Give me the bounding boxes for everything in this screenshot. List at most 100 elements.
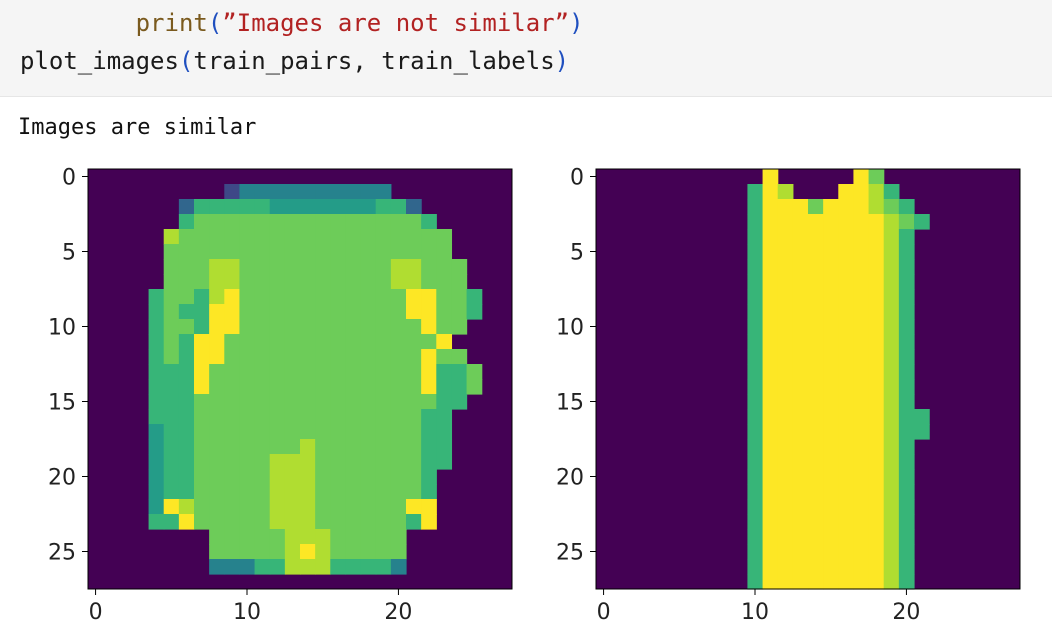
heatmap-cell xyxy=(406,214,422,230)
heatmap-cell xyxy=(883,379,900,395)
heatmap-cell xyxy=(224,184,241,200)
heatmap-cell xyxy=(823,379,839,395)
heatmap-cell xyxy=(466,304,483,320)
heatmap-cell xyxy=(345,409,362,425)
heatmap-cell xyxy=(375,454,392,470)
heatmap-cell xyxy=(178,319,195,335)
y-tick-label: 5 xyxy=(570,241,584,266)
heatmap-cell xyxy=(224,514,241,530)
heatmap-cell xyxy=(898,349,915,365)
heatmap-cell xyxy=(823,469,839,485)
heatmap-cell xyxy=(345,259,362,275)
heatmap-cell xyxy=(421,229,437,245)
heatmap-cell xyxy=(209,244,225,260)
heatmap-cell xyxy=(898,319,915,335)
y-tick-label: 0 xyxy=(62,166,76,191)
heatmap-cell xyxy=(163,439,180,455)
heatmap-cell xyxy=(345,304,362,320)
heatmap-cell xyxy=(406,514,422,530)
heatmap-cell xyxy=(330,439,347,455)
heatmap-cell xyxy=(808,229,824,245)
heatmap-cell xyxy=(823,364,839,380)
heatmap-cell xyxy=(194,409,210,425)
heatmap-cell xyxy=(421,364,437,380)
heatmap-cell xyxy=(898,214,915,230)
heatmap-cell xyxy=(747,199,764,215)
heatmap-cell xyxy=(883,199,900,215)
heatmap-cell xyxy=(330,259,347,275)
heatmap-cell xyxy=(375,319,392,335)
heatmap-cell xyxy=(436,334,453,350)
heatmap-cell xyxy=(239,484,256,500)
heatmap-cell xyxy=(853,349,870,365)
heatmap-cell xyxy=(777,289,794,305)
heatmap-cell xyxy=(853,274,870,290)
heatmap-cell xyxy=(777,454,794,470)
heatmap-cell xyxy=(284,259,301,275)
heatmap-cell xyxy=(148,484,165,500)
heatmap-cell xyxy=(375,304,392,320)
heatmap-cell xyxy=(300,274,316,290)
heatmap-cell xyxy=(239,514,256,530)
heatmap-cell xyxy=(330,514,347,530)
heatmap-cell xyxy=(747,214,764,230)
heatmap-cell xyxy=(194,244,210,260)
heatmap-cell xyxy=(898,379,915,395)
heatmap-cell xyxy=(883,454,900,470)
code-cell[interactable]: print(”Images are not similar”) plot_ima… xyxy=(0,0,1052,97)
heatmap-cell xyxy=(808,499,824,515)
heatmap-cell xyxy=(747,364,764,380)
heatmap-cell xyxy=(823,289,839,305)
heatmap-cell xyxy=(300,244,316,260)
heatmap-cell xyxy=(315,199,331,215)
heatmap-cell xyxy=(823,244,839,260)
heatmap-cell xyxy=(254,409,271,425)
heatmap-cell xyxy=(792,304,809,320)
heatmap-cell xyxy=(823,214,839,230)
heatmap-cell xyxy=(254,259,271,275)
heatmap-cell xyxy=(345,244,362,260)
heatmap-cell xyxy=(777,199,794,215)
heatmap-cell xyxy=(148,514,165,530)
heatmap-cell xyxy=(330,544,347,560)
heatmap-cell xyxy=(360,394,377,410)
heatmap-cell xyxy=(330,229,347,245)
heatmap-cell xyxy=(868,274,885,290)
heatmap-cell xyxy=(421,484,437,500)
heatmap-cell xyxy=(194,484,210,500)
heatmap-cell xyxy=(883,559,900,575)
heatmap-cell xyxy=(345,334,362,350)
heatmap-cell xyxy=(436,229,453,245)
heatmap-cell xyxy=(163,304,180,320)
heatmap-cell xyxy=(853,364,870,380)
heatmap-cell xyxy=(315,394,331,410)
heatmap-cell xyxy=(194,394,210,410)
heatmap-cell xyxy=(838,364,855,380)
heatmap-cell xyxy=(345,289,362,305)
heatmap-cell xyxy=(823,349,839,365)
heatmap-cell xyxy=(808,334,824,350)
heatmap-cell xyxy=(792,349,809,365)
heatmap-cell xyxy=(330,349,347,365)
heatmap-cell xyxy=(209,409,225,425)
heatmap-cell xyxy=(239,214,256,230)
heatmap-cell xyxy=(762,229,779,245)
heatmap-cell xyxy=(239,424,256,440)
heatmap-cell xyxy=(300,379,316,395)
heatmap-cell xyxy=(808,304,824,320)
heatmap-cell xyxy=(163,259,180,275)
heatmap-cell xyxy=(436,424,453,440)
heatmap-cell xyxy=(375,289,392,305)
heatmap-cell xyxy=(284,214,301,230)
heatmap-cell xyxy=(808,544,824,560)
heatmap-cell xyxy=(853,289,870,305)
heatmap-cell xyxy=(868,304,885,320)
heatmap-cell xyxy=(823,529,839,545)
heatmap-cell xyxy=(148,394,165,410)
heatmap-cell xyxy=(375,469,392,485)
heatmap-cell xyxy=(330,559,347,575)
heatmap-cell xyxy=(284,409,301,425)
heatmap-cell xyxy=(823,574,839,590)
heatmap-cell xyxy=(406,319,422,335)
heatmap-cell xyxy=(300,499,316,515)
